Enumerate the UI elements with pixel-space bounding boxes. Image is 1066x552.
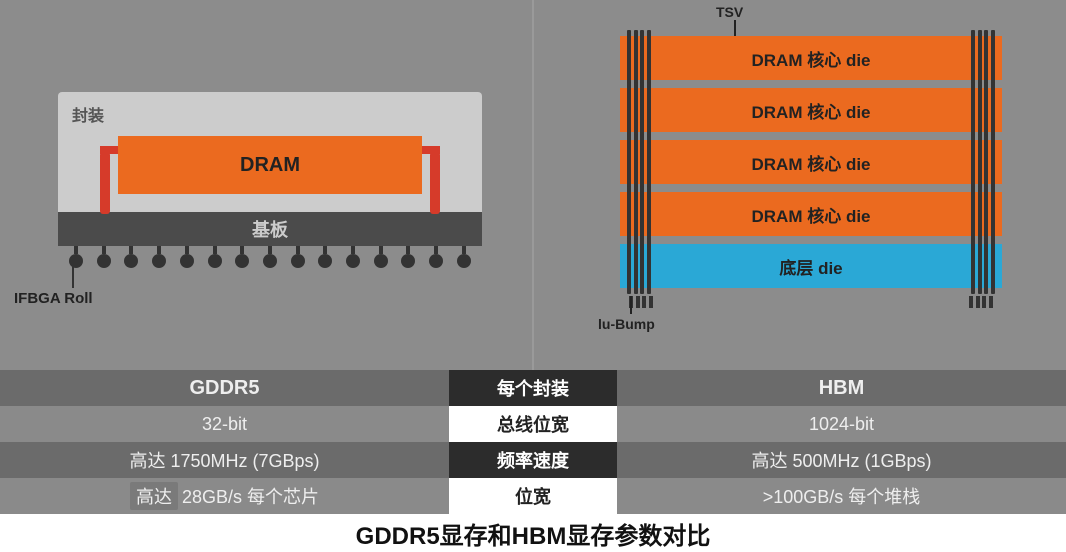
tsv-group-icon [970,134,996,190]
cell-left: 高达 28GB/s 每个芯片 [0,478,449,514]
ifbga-callout: IFBGA Roll [14,290,93,307]
cell-mid: 位宽 [449,478,617,514]
tsv-group-icon [626,238,652,294]
header-hbm: HBM [617,370,1066,406]
base-die: 底层 die [620,244,1002,288]
table-row: 高达 1750MHz (7GBps) 频率速度 高达 500MHz (1GBps… [0,442,1066,478]
header-mid: 每个封装 [449,370,617,406]
tsv-group-icon [626,134,652,190]
solder-ball-icon [456,246,472,276]
table-row: 32-bit 总线位宽 1024-bit [0,406,1066,442]
solder-ball-icon [234,246,250,276]
comparison-table: GDDR5 每个封装 HBM 32-bit 总线位宽 1024-bit 高达 1… [0,370,1066,514]
bond-wire-icon [100,152,110,214]
dram-die-label: DRAM 核心 die [620,140,1002,184]
package-body: 封装 DRAM [58,92,482,212]
dram-die-label: DRAM 核心 die [620,88,1002,132]
solder-ball-icon [123,246,139,276]
table-row: 高达 28GB/s 每个芯片 位宽 >100GB/s 每个堆栈 [0,478,1066,514]
cell-mid: 总线位宽 [449,406,617,442]
dram-chip: DRAM [118,136,422,194]
table-row: GDDR5 每个封装 HBM [0,370,1066,406]
cell-left: 高达 1750MHz (7GBps) [0,442,449,478]
hbm-stack: DRAM 核心 die DRAM 核心 die DRAM 核心 die DRAM 核心… [620,36,1002,312]
callout-line [72,260,74,288]
dram-die: DRAM 核心 die [620,36,1002,80]
cell-left-rest: 28GB/s 每个芯片 [182,483,319,509]
solder-ball-icon [151,246,167,276]
dram-die: DRAM 核心 die [620,88,1002,132]
substrate-bar: 基板 [58,212,482,246]
tsv-group-icon [626,186,652,242]
hbm-panel: TSV DRAM 核心 dieDRAM 核心 dieDRAM 核心 dieDRA… [534,0,1066,370]
solder-ball-icon [290,246,306,276]
ubump-row [620,296,1002,312]
infographic-canvas: 封装 DRAM 基板 IFBGA Roll TSV DRAM 核心 dieDRA… [0,0,1066,552]
solder-ball-icon [96,246,112,276]
solder-balls [58,246,482,276]
solder-ball-icon [428,246,444,276]
tsv-group-icon [626,30,652,86]
ubump-label: lu-Bump [598,316,655,332]
package-label: 封装 [72,102,104,126]
highlight-badge: 高达 [130,482,178,510]
solder-ball-icon [400,246,416,276]
gddr5-package: 封装 DRAM 基板 [58,92,482,276]
tsv-group-icon [970,186,996,242]
solder-ball-icon [345,246,361,276]
tsv-group-icon [970,82,996,138]
tsv-group-icon [626,82,652,138]
cell-right: >100GB/s 每个堆栈 [617,478,1066,514]
dram-die-label: DRAM 核心 die [620,192,1002,236]
cell-left: 32-bit [0,406,449,442]
gddr5-panel: 封装 DRAM 基板 IFBGA Roll [0,0,534,370]
tsv-label: TSV [716,4,743,20]
dram-die: DRAM 核心 die [620,192,1002,236]
dram-die: DRAM 核心 die [620,140,1002,184]
figure-caption: GDDR5显存和HBM显存参数对比 [0,516,1066,551]
cell-right: 1024-bit [617,406,1066,442]
solder-ball-icon [262,246,278,276]
solder-ball-icon [68,246,84,276]
solder-ball-icon [373,246,389,276]
header-gddr5: GDDR5 [0,370,449,406]
solder-ball-icon [179,246,195,276]
bond-wire-icon [430,152,440,214]
callout-line [630,296,632,314]
cell-mid: 频率速度 [449,442,617,478]
diagram-panels: 封装 DRAM 基板 IFBGA Roll TSV DRAM 核心 dieDRA… [0,0,1066,370]
dram-die-label: DRAM 核心 die [620,36,1002,80]
solder-ball-icon [317,246,333,276]
solder-ball-icon [207,246,223,276]
tsv-group-icon [970,30,996,86]
tsv-group-icon [970,238,996,294]
cell-right: 高达 500MHz (1GBps) [617,442,1066,478]
base-die-label: 底层 die [620,244,1002,288]
